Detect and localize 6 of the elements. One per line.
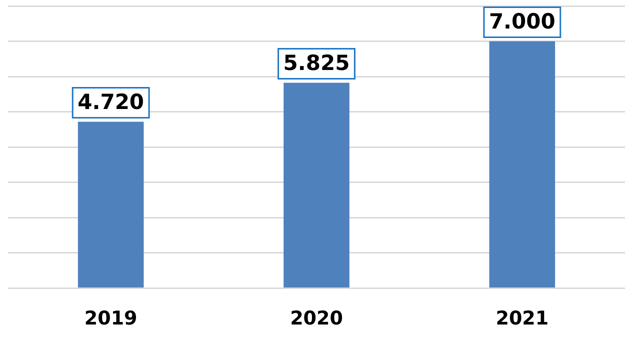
x-tick-label: 2019 [84,308,138,330]
x-tick-label: 2020 [290,308,343,330]
x-tick-label: 2021 [496,308,549,330]
data-label: 7.000 [488,10,556,34]
data-label: 5.825 [283,51,350,76]
data-label: 4.720 [78,90,144,114]
